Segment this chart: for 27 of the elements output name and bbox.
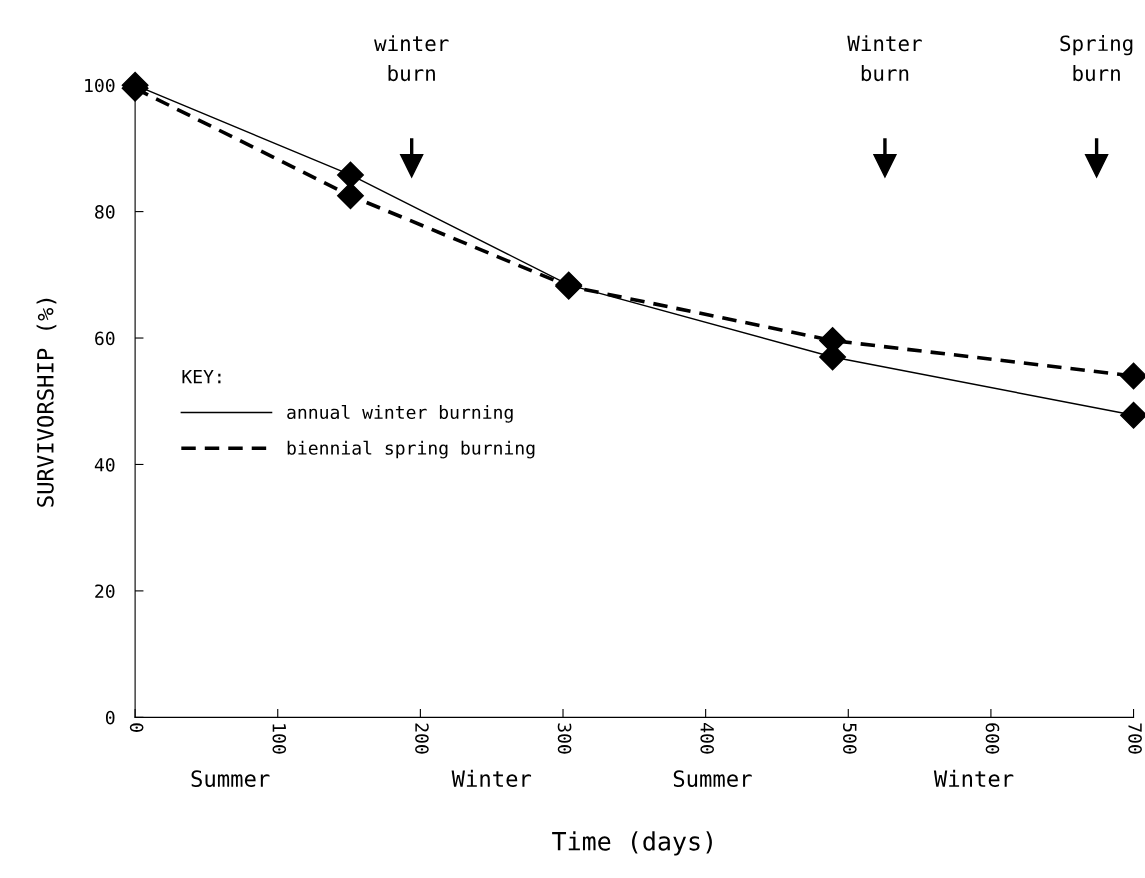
text: Summer: [191, 770, 270, 788]
x-tick-label: 100: [272, 724, 287, 754]
text: Summer: [673, 770, 752, 788]
x-tick-label: 300: [557, 723, 572, 754]
legend-title: KEY:: [182, 370, 221, 384]
x-tick-label: 600: [985, 723, 1000, 754]
x-tick-label: 700: [1128, 723, 1142, 754]
x-tick-label: 200: [415, 723, 429, 754]
x-tick-label: 500: [842, 723, 857, 754]
x-tick-label: 0: [129, 723, 144, 732]
y-tick-label: 100: [85, 78, 115, 93]
y-tick-label: 60: [95, 331, 115, 346]
y-tick-label: 40: [94, 457, 115, 472]
y-tick-label: 0: [105, 710, 115, 725]
y-tick-label: 20: [95, 584, 115, 599]
text: Spring burn: [1060, 35, 1133, 82]
legend-label: biennial spring burning: [287, 440, 535, 459]
text: winter burn: [374, 35, 449, 82]
text: Winter: [933, 769, 1014, 788]
y-tick-label: 80: [95, 205, 115, 219]
x-axis-title: Time (days): [552, 831, 712, 856]
point: [337, 182, 364, 210]
text: Winter burn: [847, 35, 922, 82]
text: Winter: [451, 769, 532, 788]
y-axis-title: SURVIVORSHIP (%): [36, 298, 57, 507]
x-tick-label: 400: [700, 723, 715, 754]
legend-label: annual winter burning: [287, 404, 513, 423]
